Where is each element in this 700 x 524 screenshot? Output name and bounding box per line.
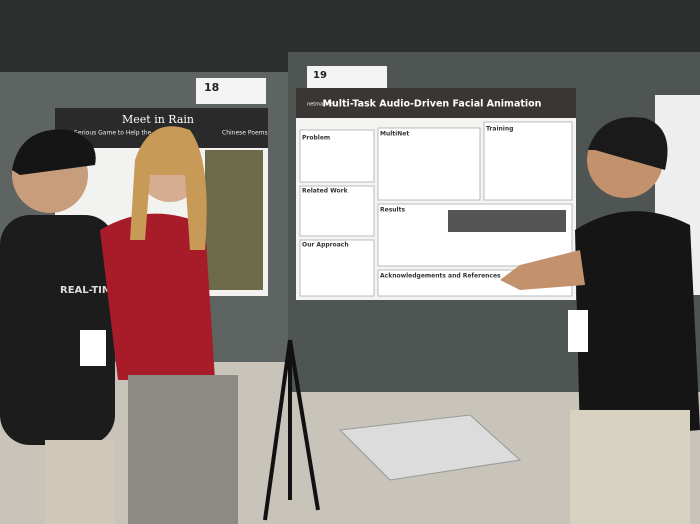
poster-number: 19 bbox=[313, 70, 327, 81]
person-middle bbox=[100, 126, 238, 524]
section-title: MultiNet bbox=[380, 131, 409, 138]
person-left: REAL-TIME bbox=[0, 129, 119, 524]
poster-subtitle: Chinese Poems bbox=[222, 130, 268, 137]
face-strip bbox=[448, 210, 566, 232]
poster-title: Meet in Rain bbox=[122, 113, 194, 126]
poster-logo: netmarble bbox=[307, 102, 333, 108]
section bbox=[299, 239, 375, 297]
poster-subtitle: A Serious Game to Help the bbox=[68, 130, 152, 137]
section-title: Our Approach bbox=[302, 242, 349, 249]
person-right bbox=[500, 117, 700, 524]
section bbox=[299, 129, 375, 183]
poster-number: 18 bbox=[204, 81, 219, 94]
section-title: Training bbox=[486, 126, 513, 133]
section-title: Problem bbox=[302, 135, 330, 142]
easel bbox=[263, 339, 320, 521]
poster-title: Multi-Task Audio-Driven Facial Animation bbox=[323, 99, 542, 110]
section-title: Results bbox=[380, 207, 405, 214]
section bbox=[483, 121, 573, 201]
section bbox=[377, 127, 481, 201]
section-title: Acknowledgements and References bbox=[380, 273, 501, 280]
number-card bbox=[196, 78, 266, 104]
floor-mat bbox=[338, 414, 522, 481]
poster-painting bbox=[205, 150, 263, 290]
poster-header bbox=[296, 88, 576, 118]
shirt-text: REAL-TIME bbox=[60, 285, 119, 296]
section bbox=[299, 185, 375, 237]
section-title: Related Work bbox=[302, 188, 349, 195]
